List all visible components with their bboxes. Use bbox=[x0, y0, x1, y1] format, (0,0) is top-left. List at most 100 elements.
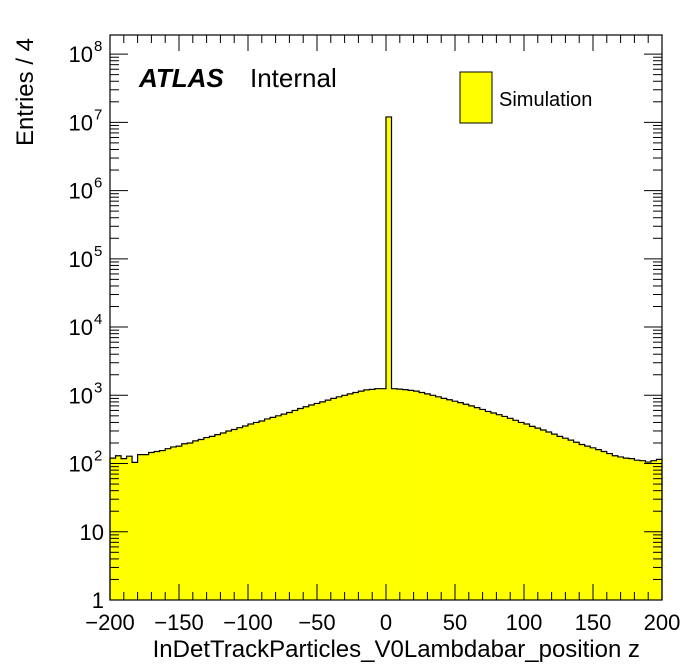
histogram-bin bbox=[220, 433, 227, 600]
histogram-bin bbox=[518, 422, 525, 600]
histogram-bin bbox=[468, 405, 475, 600]
x-tick-label: 0 bbox=[380, 610, 392, 635]
histogram-bin bbox=[192, 440, 199, 600]
histogram-bin bbox=[236, 427, 243, 600]
x-tick-label: 150 bbox=[575, 610, 612, 635]
histogram-bin bbox=[386, 116, 392, 600]
histogram-outline bbox=[109, 116, 663, 600]
histogram-bin bbox=[341, 395, 348, 600]
histogram-bin bbox=[170, 446, 177, 600]
histogram-bin bbox=[209, 436, 216, 600]
histogram-bin bbox=[573, 442, 580, 600]
histogram-bin bbox=[507, 418, 514, 600]
y-axis-title: Entries / 4 bbox=[12, 38, 39, 146]
histogram-bin bbox=[314, 403, 321, 600]
x-tick-label: 100 bbox=[506, 610, 543, 635]
histogram-bin bbox=[308, 405, 315, 600]
histogram-bin bbox=[628, 458, 635, 600]
histogram-bin bbox=[336, 396, 343, 600]
x-tick-label: 50 bbox=[443, 610, 467, 635]
histogram-bin bbox=[452, 401, 459, 600]
histogram-bin bbox=[408, 390, 414, 600]
y-tick-label-exponent: 3 bbox=[94, 379, 102, 396]
histogram-bin bbox=[446, 399, 453, 600]
histogram-bin bbox=[490, 413, 497, 600]
histogram-bin bbox=[253, 422, 260, 600]
histogram-bin bbox=[595, 449, 602, 600]
histogram-bin bbox=[546, 431, 552, 600]
histogram-bin bbox=[225, 430, 232, 600]
x-tick-label: −150 bbox=[154, 610, 204, 635]
histogram-bin bbox=[154, 451, 160, 600]
histogram-bin bbox=[579, 444, 586, 600]
histogram-bin bbox=[551, 434, 558, 600]
internal-label: Internal bbox=[250, 63, 337, 93]
histogram-bin bbox=[374, 388, 381, 600]
histogram-bin bbox=[198, 439, 205, 600]
histogram-bin bbox=[259, 420, 265, 600]
histogram-bin bbox=[397, 389, 403, 600]
histogram-bin bbox=[479, 409, 486, 600]
histogram-bin bbox=[352, 392, 359, 600]
histogram-bin bbox=[148, 452, 155, 600]
y-tick-label-base: 10 bbox=[69, 452, 93, 477]
histogram-bin bbox=[623, 458, 630, 600]
histogram-bin bbox=[132, 462, 138, 600]
histogram-bin bbox=[529, 426, 536, 600]
histogram-bin bbox=[535, 428, 541, 600]
y-tick-label-base: 10 bbox=[69, 383, 93, 408]
histogram-bin bbox=[297, 408, 304, 600]
histogram-bin bbox=[115, 455, 122, 600]
y-axis-ticks bbox=[110, 53, 662, 601]
histogram-bin bbox=[419, 392, 425, 600]
histogram-bin bbox=[634, 460, 641, 600]
histogram-bin bbox=[424, 393, 431, 600]
y-tick-label: 1 bbox=[92, 588, 104, 613]
y-tick-label-exponent: 8 bbox=[94, 38, 102, 55]
y-tick-label-base: 10 bbox=[69, 110, 93, 135]
histogram-bin bbox=[617, 456, 624, 600]
histogram-bin bbox=[275, 415, 282, 600]
histogram-bin bbox=[645, 462, 652, 600]
histogram-bin bbox=[474, 407, 481, 600]
histogram-bin bbox=[496, 414, 503, 600]
histogram-bin bbox=[441, 398, 448, 600]
histogram-bin bbox=[501, 416, 508, 600]
histogram-bin bbox=[292, 410, 298, 600]
histogram-bin bbox=[242, 425, 249, 600]
histogram-bin bbox=[435, 396, 442, 600]
histogram-bin bbox=[363, 389, 370, 600]
histogram-bin bbox=[137, 454, 144, 600]
histogram-bin bbox=[380, 388, 387, 600]
histogram-bin bbox=[656, 459, 663, 600]
y-tick-label-base: 10 bbox=[69, 42, 93, 67]
y-tick-label-base: 10 bbox=[69, 179, 93, 204]
histogram-bin bbox=[413, 391, 420, 600]
histogram-bin bbox=[126, 456, 133, 600]
histogram-bin bbox=[463, 404, 470, 600]
histogram-bin bbox=[264, 418, 271, 600]
y-tick-label-exponent: 6 bbox=[94, 175, 102, 192]
histogram-bin bbox=[347, 393, 354, 600]
histogram-bin bbox=[248, 423, 254, 600]
histogram-bin bbox=[358, 391, 365, 600]
histogram-bin bbox=[457, 402, 464, 600]
histogram-bin bbox=[143, 454, 149, 600]
legend-label-simulation: Simulation bbox=[499, 89, 592, 111]
x-tick-label: 200 bbox=[644, 610, 681, 635]
histogram-bin bbox=[512, 420, 519, 600]
histogram-bin bbox=[568, 440, 574, 600]
histogram-bin bbox=[606, 453, 613, 600]
histogram-bin bbox=[203, 437, 210, 600]
y-tick-label-exponent: 2 bbox=[94, 448, 102, 465]
x-axis-title: InDetTrackParticles_V0Lambdabar_position… bbox=[153, 636, 640, 663]
histogram-bin bbox=[281, 414, 287, 600]
histogram-bin bbox=[187, 442, 194, 600]
histogram-bin bbox=[485, 411, 492, 600]
y-tick-label-exponent: 7 bbox=[94, 106, 102, 123]
y-tick-label-base: 10 bbox=[69, 247, 93, 272]
histogram-bin bbox=[524, 423, 530, 600]
histogram-bin bbox=[330, 398, 337, 600]
y-tick-label-base: 10 bbox=[69, 315, 93, 340]
